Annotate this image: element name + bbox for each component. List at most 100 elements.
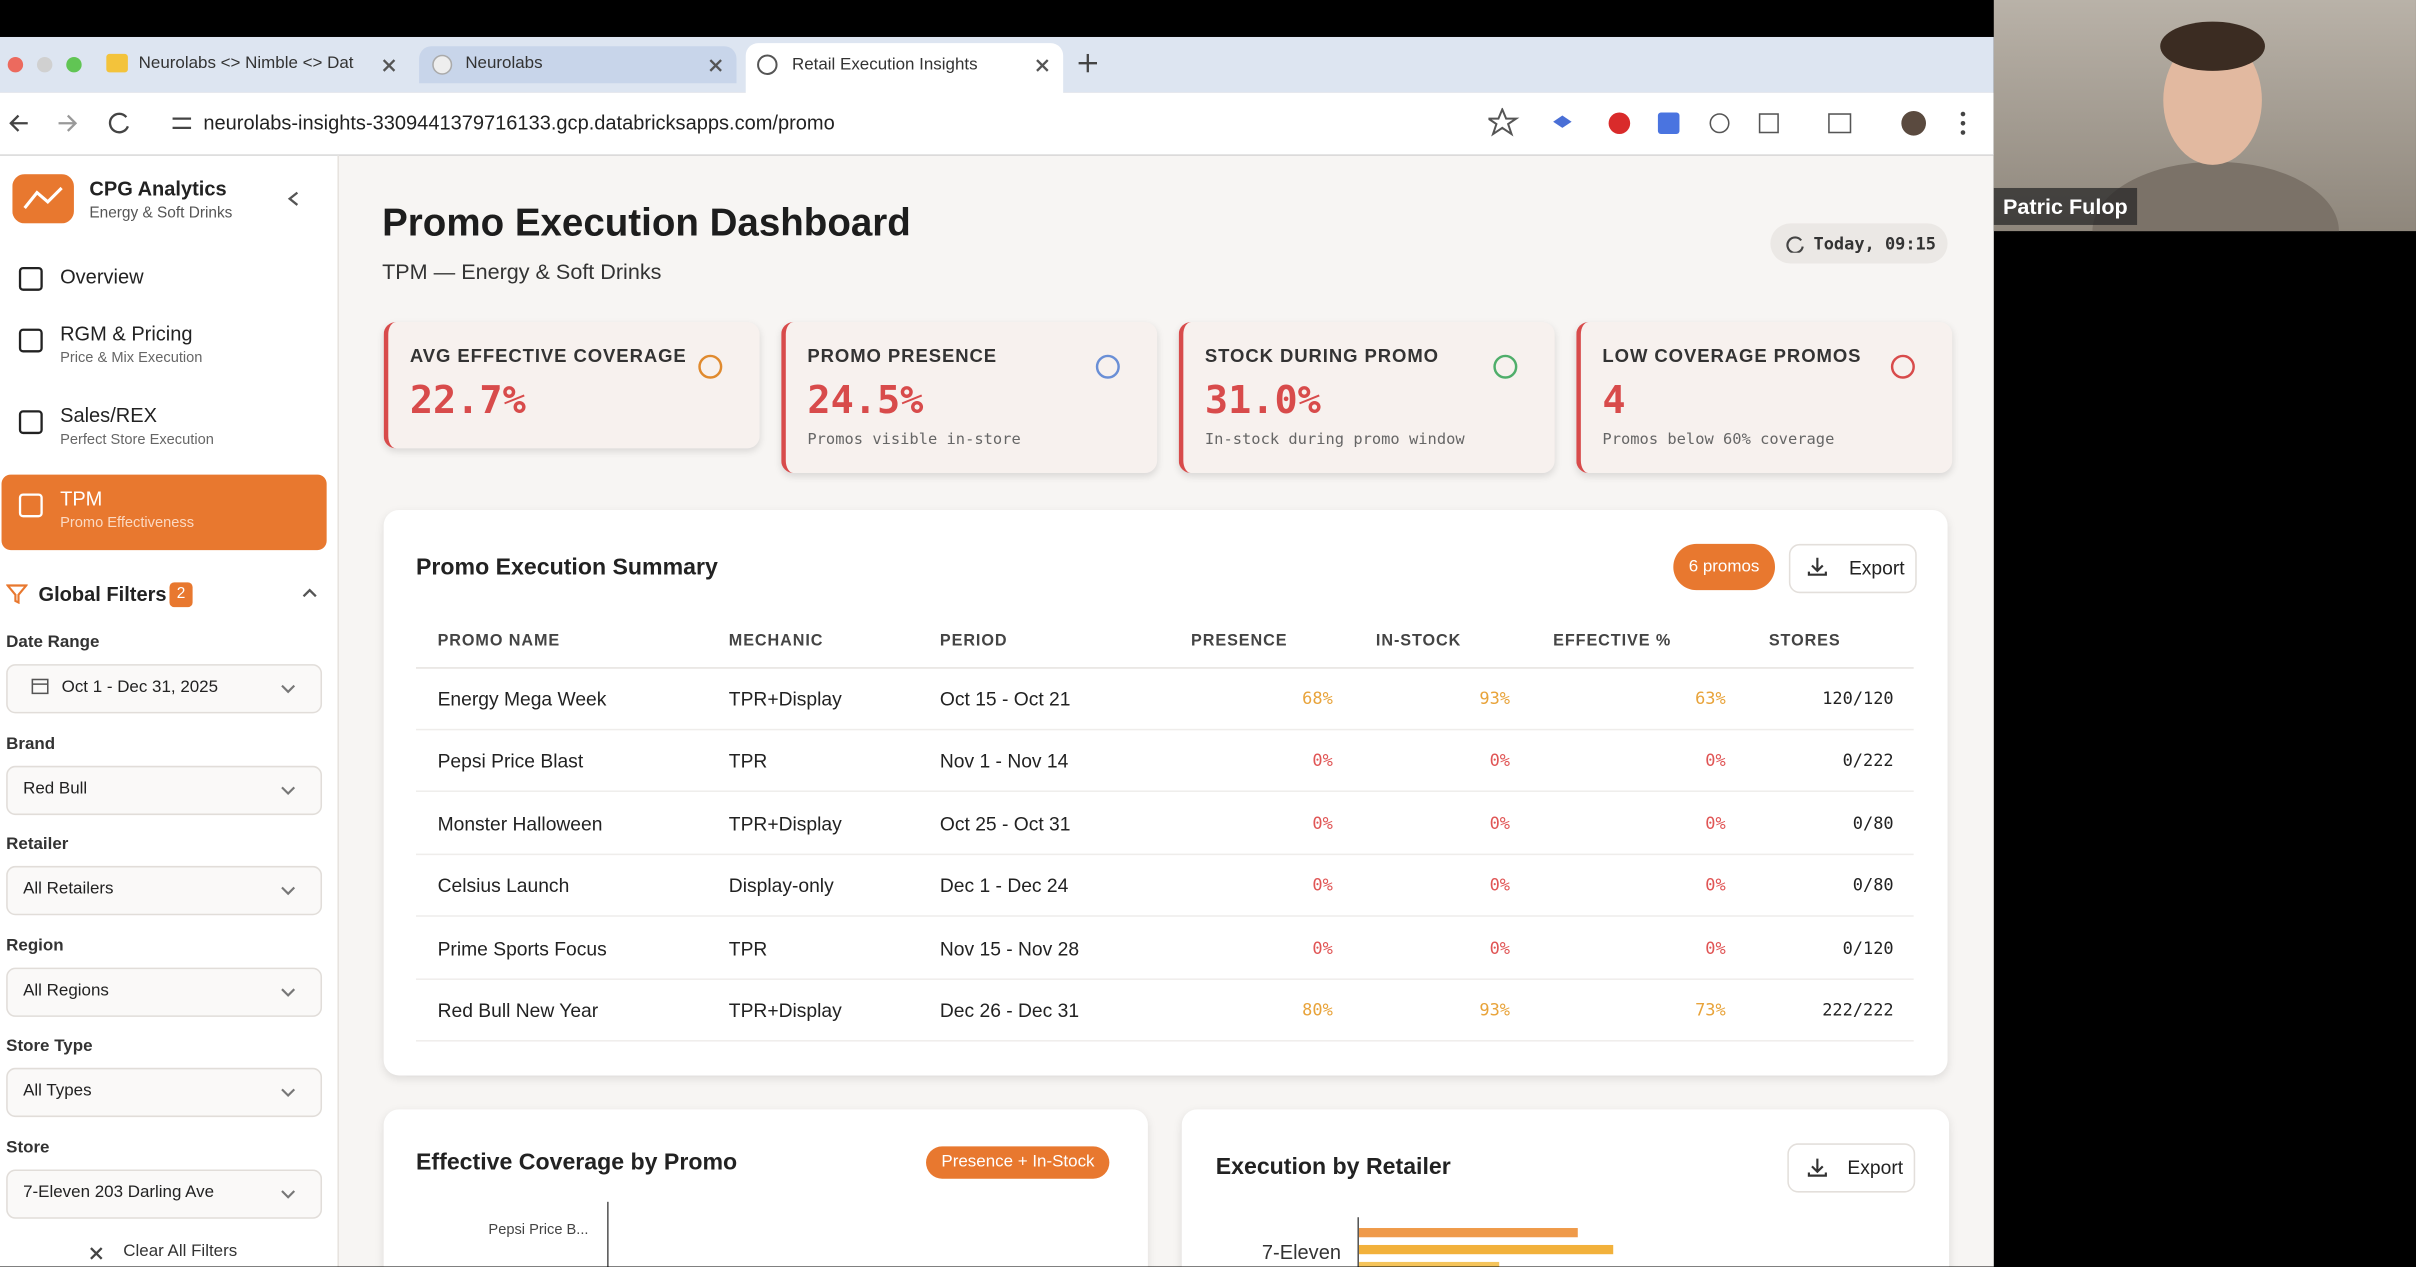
- collapse-sidebar-part: [287, 191, 299, 206]
- export-button[interactable]: Export: [1787, 1143, 1916, 1193]
- kpi-icon: [1890, 354, 1915, 379]
- tab-close-part: [1036, 59, 1049, 72]
- column-header: PROMO NAME: [437, 631, 561, 651]
- browser-tab[interactable]: Retail Execution Insights: [745, 43, 1064, 93]
- table-cell: 0/80: [1852, 875, 1894, 896]
- kpi-label: PROMO PRESENCE: [807, 345, 998, 367]
- browser-tab[interactable]: Neurolabs: [419, 46, 737, 84]
- select-chevron-part: [281, 987, 296, 997]
- filter-label: Retailer: [6, 835, 69, 854]
- table-cell: 0%: [1312, 875, 1333, 896]
- table-cell: 0/222: [1842, 750, 1894, 772]
- filter-icon: [6, 584, 28, 604]
- retailer-bar: [1358, 1228, 1578, 1238]
- export-icon-part: [1807, 1158, 1827, 1177]
- coverage-panel: Effective Coverage by Promo Presence + In…: [383, 1109, 1148, 1267]
- filter-select[interactable]: 7-Eleven 203 Darling Ave: [6, 1168, 323, 1219]
- kpi-card: LOW COVERAGE PROMOS 4 Promos below 60% cov…: [1576, 322, 1953, 474]
- filter-value[interactable]: 7-Eleven 203 Darling Ave: [23, 1182, 215, 1202]
- nav-icon-part: [18, 266, 43, 291]
- export-button[interactable]: Export: [1788, 543, 1917, 594]
- column-header: PRESENCE: [1191, 631, 1288, 651]
- app-subtitle: Energy & Soft Drinks: [89, 204, 233, 222]
- kpi-sub: Promos visible in-store: [807, 431, 1021, 449]
- address-bar[interactable]: neurolabs-insights-3309441379716133.gcp.…: [203, 110, 835, 135]
- app-name: CPG Analytics: [89, 177, 227, 201]
- retailer-bar: [1358, 1244, 1614, 1255]
- kpi-label: LOW COVERAGE PROMOS: [1602, 345, 1862, 367]
- table-cell: 0%: [1705, 937, 1726, 958]
- nav-item[interactable]: RGM & Pricing Price & Mix Execution: [2, 310, 327, 385]
- kpi-sub: Promos below 60% coverage: [1602, 431, 1835, 449]
- filter-select[interactable]: Red Bull: [6, 765, 323, 815]
- table-cell: Dec 26 - Dec 31: [939, 999, 1080, 1022]
- nav-label[interactable]: TPM: [60, 486, 103, 511]
- filters-toggle[interactable]: [302, 587, 317, 599]
- summary-panel: Promo Execution Summary 6 promos Export PRO…: [383, 510, 1948, 1076]
- nav-sublabel[interactable]: Promo Effectiveness: [60, 514, 195, 532]
- filter-value[interactable]: Red Bull: [23, 778, 88, 798]
- filter-select[interactable]: Oct 1 - Dec 31, 2025: [6, 664, 323, 714]
- extension-icons-part: [1960, 120, 1966, 126]
- nav-label[interactable]: Overview: [60, 265, 144, 289]
- tab-close: [1036, 59, 1049, 72]
- nav-label[interactable]: RGM & Pricing: [60, 322, 193, 346]
- filter-value[interactable]: All Regions: [23, 980, 109, 1000]
- table-cell: Celsius Launch: [437, 875, 570, 898]
- collapse-sidebar[interactable]: [287, 191, 302, 206]
- nav-icon: [18, 410, 43, 435]
- filter-value[interactable]: Oct 1 - Dec 31, 2025: [61, 677, 219, 697]
- timestamp-text[interactable]: Today, 09:15: [1813, 234, 1936, 255]
- tab-close: [709, 59, 722, 72]
- timestamp[interactable]: Today, 09:15: [1770, 223, 1948, 264]
- nav-item[interactable]: Sales/REX Perfect Store Execution: [2, 391, 327, 466]
- filter-select[interactable]: All Regions: [6, 966, 323, 1017]
- table-cell: 0%: [1312, 813, 1333, 834]
- tab-title[interactable]: Retail Execution Insights: [791, 55, 978, 74]
- filters-title[interactable]: Global Filters: [38, 582, 167, 606]
- extension-icons-part: [1488, 107, 1520, 137]
- nav-icon-part: [18, 493, 43, 518]
- column-header: IN-STOCK: [1375, 631, 1462, 651]
- filter-value[interactable]: All Retailers: [23, 879, 114, 899]
- tab-title[interactable]: Neurolabs: [465, 53, 543, 73]
- retailer-panel: Execution by Retailer Export 7-Eleven: [1181, 1109, 1950, 1267]
- extension-icons-part: [1960, 111, 1966, 117]
- header-rule: [416, 667, 1914, 669]
- filter-select[interactable]: All Retailers: [6, 865, 323, 916]
- filter-select[interactable]: All Types: [6, 1067, 323, 1118]
- export-label[interactable]: Export: [1848, 557, 1905, 580]
- nav-buttons[interactable]: [9, 111, 194, 136]
- table-cell: 222/222: [1822, 999, 1894, 1021]
- tab-favicons-part: [106, 53, 128, 73]
- select-chevron-part: [281, 684, 296, 694]
- filter-value[interactable]: All Types: [23, 1081, 92, 1101]
- clear-icon: [90, 1247, 103, 1260]
- nav-item[interactable]: TPM Promo Effectiveness: [1, 474, 327, 551]
- table-cell: 0%: [1705, 813, 1726, 834]
- browser-tab[interactable]: Neurolabs <> Nimble <> Dat: [92, 46, 409, 83]
- table-cell: 0/120: [1842, 937, 1894, 958]
- nav-sublabel[interactable]: Price & Mix Execution: [60, 349, 203, 367]
- select-chevron: [281, 684, 296, 694]
- nav-sublabel[interactable]: Perfect Store Execution: [60, 431, 214, 449]
- new-tab[interactable]: [1078, 53, 1098, 73]
- nav-item[interactable]: Overview: [2, 250, 327, 305]
- filter-label: Date Range: [6, 633, 100, 652]
- nav-label[interactable]: Sales/REX: [60, 403, 157, 427]
- kpi-icon-part: [1493, 354, 1518, 379]
- filter-label: Store Type: [6, 1036, 93, 1056]
- nav-icon-part: [18, 410, 43, 435]
- shoulders: [2092, 161, 2339, 232]
- tab-title[interactable]: Neurolabs <> Nimble <> Dat: [138, 53, 354, 73]
- export-label[interactable]: Export: [1847, 1157, 1904, 1179]
- clear-filters[interactable]: Clear All Filters: [123, 1241, 238, 1261]
- chart-axis-label: Pepsi Price B...: [488, 1221, 589, 1239]
- table-cell: Oct 25 - Oct 31: [939, 813, 1071, 835]
- nav-icon: [18, 266, 43, 291]
- table-cell: Nov 1 - Nov 14: [939, 750, 1069, 773]
- extension-icons[interactable]: [1488, 107, 1981, 139]
- kpi-icon: [1493, 354, 1518, 379]
